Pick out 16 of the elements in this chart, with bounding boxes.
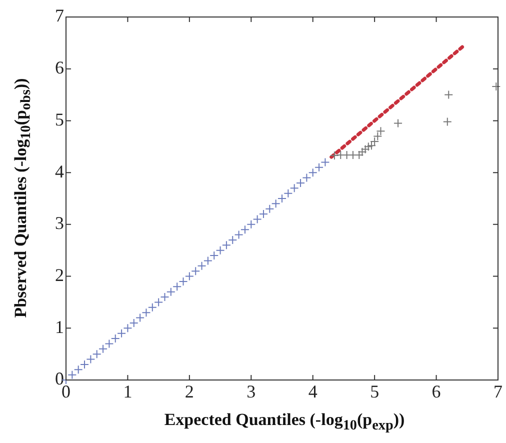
- x-tick-label: 2: [184, 382, 194, 402]
- y-tick-label: 6: [55, 58, 64, 78]
- y-tick-label: 0: [55, 368, 64, 389]
- x-tick-label: 6: [432, 382, 441, 402]
- x-tick-label: 7: [494, 382, 502, 402]
- y-tick-label: 7: [55, 6, 64, 26]
- y-tick-label: 3: [55, 213, 64, 234]
- x-axis-title: Expected Quantiles (-log$_{10}$(p$_{exp}$)): [163, 410, 406, 434]
- y-tick-label: 2: [55, 265, 64, 286]
- y-tick-label: 4: [55, 161, 64, 182]
- y-tick-label: 5: [55, 109, 64, 130]
- x-tick-label: 3: [246, 382, 256, 402]
- y-tick-label: 1: [55, 316, 64, 337]
- x-tick-label: 4: [308, 382, 318, 402]
- x-tick-label: 1: [123, 382, 132, 402]
- x-tick-label: 5: [370, 382, 380, 402]
